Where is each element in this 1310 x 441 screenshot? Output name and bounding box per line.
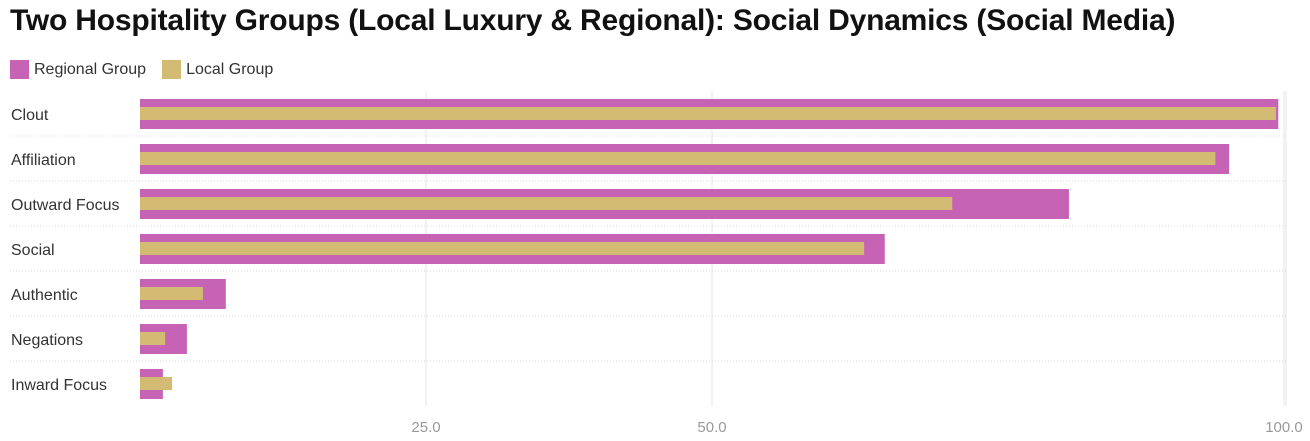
category-label: Affiliation <box>11 152 76 169</box>
bar-local-group <box>140 377 173 390</box>
category-label: Negations <box>11 332 83 349</box>
legend: Regional Group Local Group <box>10 60 289 79</box>
bar-local-group <box>140 107 1276 120</box>
category-label: Social <box>11 242 55 259</box>
x-tick-label: 100.0 <box>1265 419 1303 436</box>
legend-label-regional: Regional Group <box>34 60 147 78</box>
x-tick-label: 25.0 <box>411 419 440 436</box>
category-label: Outward Focus <box>11 197 119 214</box>
category-label: Authentic <box>11 287 78 304</box>
legend-swatch-local <box>162 60 182 79</box>
bar-local-group <box>140 152 1216 165</box>
category-label: Clout <box>11 107 49 124</box>
x-tick-label: 50.0 <box>697 419 726 436</box>
chart-title: Two Hospitality Groups (Local Luxury & R… <box>10 4 1176 37</box>
bar-local-group <box>140 287 203 300</box>
category-label: Inward Focus <box>11 377 107 394</box>
bar-local-group <box>140 197 953 210</box>
legend-label-local: Local Group <box>186 60 274 78</box>
bar-local-group <box>140 332 166 345</box>
bar-local-group <box>140 242 865 255</box>
legend-swatch-regional <box>10 60 29 79</box>
legend-item-regional: Regional Group <box>10 60 146 79</box>
legend-item-local: Local Group <box>162 60 273 79</box>
